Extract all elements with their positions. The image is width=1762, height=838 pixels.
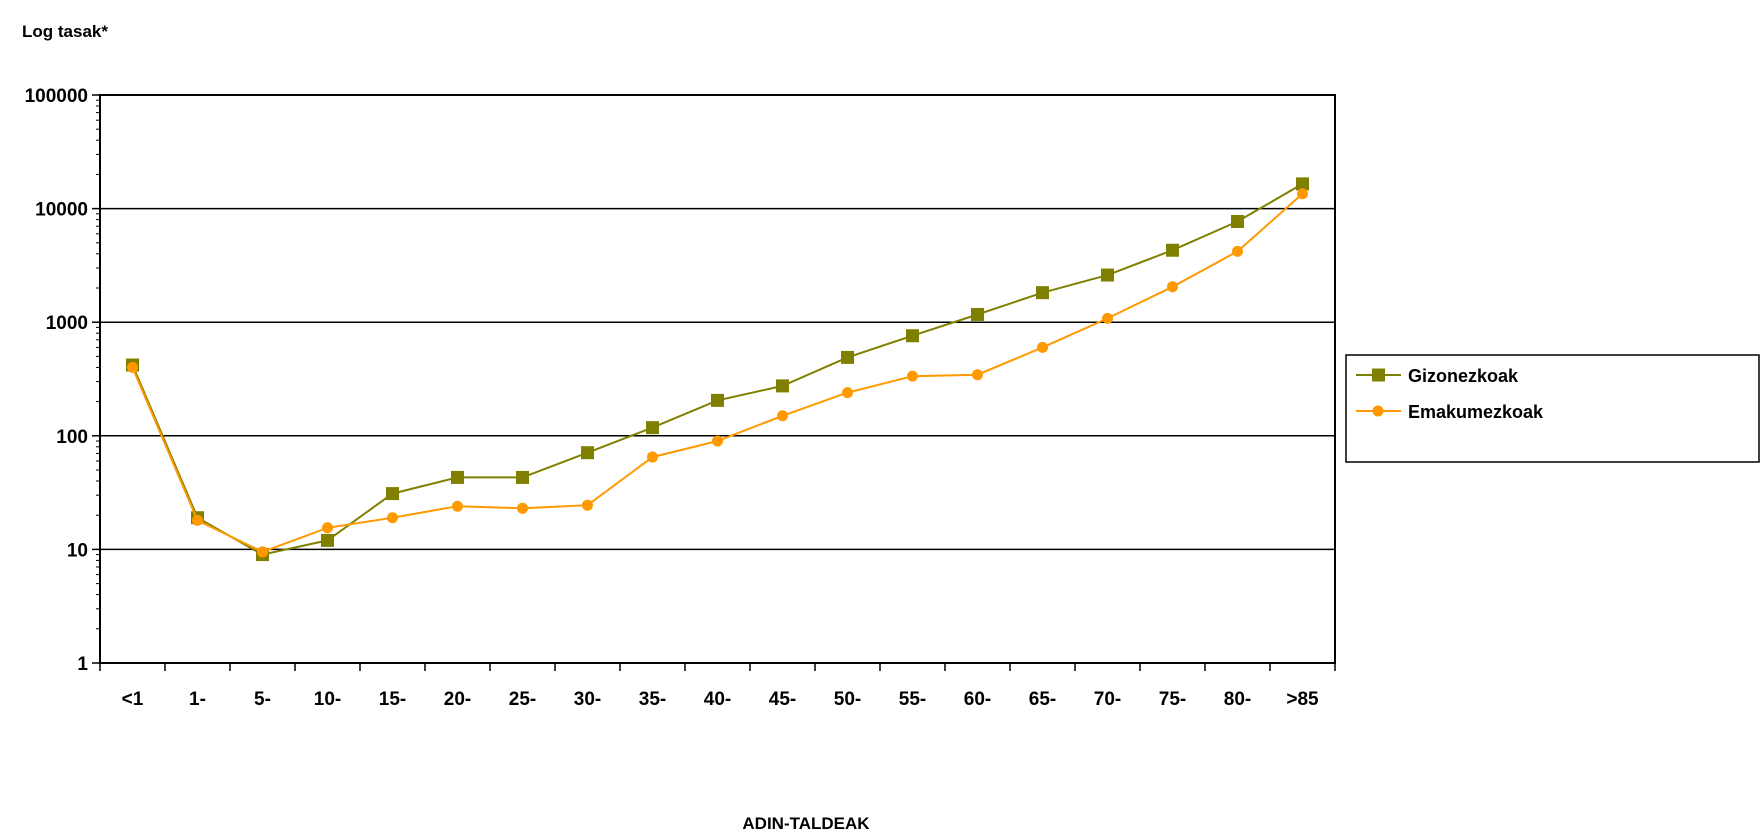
y-tick-label: 100000 (25, 86, 88, 107)
data-point (646, 421, 659, 435)
data-point (971, 307, 984, 321)
data-point (647, 451, 658, 463)
x-tick-label: 80- (1224, 689, 1251, 710)
series-Emakumezkoak (127, 188, 1308, 558)
data-point (841, 350, 854, 364)
series-layer (126, 177, 1309, 562)
legend-item: Emakumezkoak (1356, 402, 1544, 422)
axes: 1 10 100 1000 10000 100000 <1 1- 5- 10- 15- 20- 25- 3… (25, 86, 1336, 710)
x-axis-title: ADIN-TALDEAK (742, 814, 870, 833)
legend: Gizonezkoak Emakumezkoak (1345, 354, 1760, 463)
data-point (257, 546, 268, 558)
x-tick-label: 10- (314, 689, 341, 710)
x-tick-label: 30- (574, 689, 601, 710)
x-tick-label: 15- (379, 689, 406, 710)
y-tick-label: 1000 (46, 313, 88, 334)
data-point (452, 500, 463, 512)
data-point (712, 435, 723, 447)
data-point (1167, 281, 1178, 293)
x-tick-label: 60- (964, 689, 991, 710)
x-tick-label: 70- (1094, 689, 1121, 710)
data-point (906, 329, 919, 343)
legend-marker (1372, 405, 1384, 417)
x-tick-label: 55- (899, 689, 926, 710)
data-point (127, 361, 138, 373)
legend-item: Gizonezkoak (1356, 366, 1519, 386)
plot-area (99, 94, 1336, 664)
y-tick-label: 10000 (35, 200, 88, 221)
data-point (386, 487, 399, 501)
legend-label: Emakumezkoak (1408, 402, 1544, 422)
y-tick-label: 10 (67, 540, 88, 561)
data-point (1297, 188, 1308, 200)
data-point (1296, 177, 1309, 191)
x-tick-label: 40- (704, 689, 731, 710)
x-tick-label: >85 (1286, 689, 1319, 710)
data-point (582, 499, 593, 511)
x-tick-label: 35- (639, 689, 666, 710)
data-point (776, 379, 789, 393)
data-point (777, 410, 788, 422)
legend-marker (1372, 368, 1385, 382)
data-point (517, 502, 528, 514)
series-Gizonezkoak (126, 177, 1309, 562)
x-tick-label: 50- (834, 689, 861, 710)
data-point (1232, 245, 1243, 257)
legend-label: Gizonezkoak (1408, 366, 1519, 386)
x-tick-label: 5- (254, 689, 271, 710)
x-tick-label: 20- (444, 689, 471, 710)
data-point (1036, 286, 1049, 300)
data-point (842, 387, 853, 399)
x-axis-title-wrap: ADIN-TALDEAK (0, 814, 1762, 834)
x-tick-label: 65- (1029, 689, 1056, 710)
data-point (1231, 214, 1244, 228)
x-tick-label: 25- (509, 689, 536, 710)
x-tick-label: <1 (122, 689, 144, 710)
data-point (387, 512, 398, 524)
data-point (1166, 243, 1179, 257)
series-line (131, 183, 1304, 556)
data-point (581, 446, 594, 460)
y-axis-title: Log tasak* (22, 22, 108, 41)
data-point (321, 533, 334, 547)
y-tick-label: 1 (77, 654, 88, 675)
data-point (711, 393, 724, 407)
legend-box (1345, 354, 1760, 463)
data-point (972, 369, 983, 381)
x-tick-label: 75- (1159, 689, 1186, 710)
data-point (1037, 341, 1048, 353)
data-point (516, 470, 529, 484)
data-point (1101, 268, 1114, 282)
series-line (131, 193, 1304, 553)
x-tick-label: 45- (769, 689, 796, 710)
data-point (322, 522, 333, 534)
data-point (907, 370, 918, 382)
data-point (1102, 312, 1113, 324)
x-tick-label: 1- (189, 689, 206, 710)
data-point (192, 514, 203, 526)
data-point (451, 470, 464, 484)
y-tick-label: 100 (56, 427, 88, 448)
